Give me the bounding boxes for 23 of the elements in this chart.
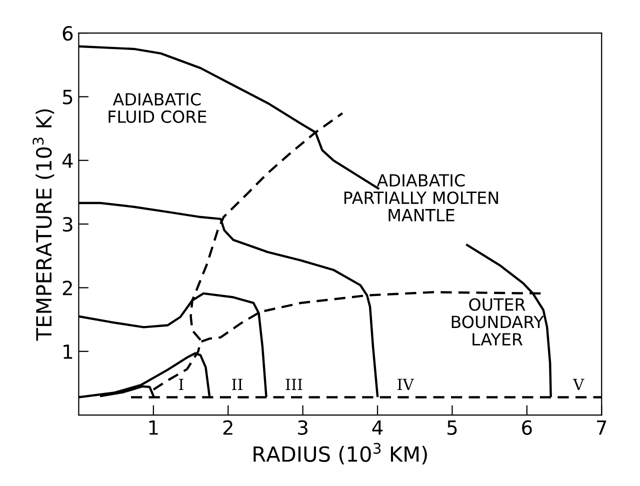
x-tick-label: 2 [223,420,232,435]
y-tick-label: 5 [62,90,72,104]
x-tick-label: 3 [298,420,308,435]
y-tick-label: 1 [64,344,72,359]
x-tick-label: 4 [372,420,383,435]
series-label: IV [398,378,414,390]
series-label: III [286,378,302,390]
y-tick-label: 4 [62,154,73,168]
annotation: ADIABATIC PARTIALLY MOLTEN MANTLE [344,174,498,222]
y-tick-label: 2 [62,280,72,296]
y-axis-title: TEMPERATURE (10$^{3}$ K) [32,109,54,341]
series-label: V [572,378,584,390]
x-tick-label: 1 [149,420,158,435]
annotation: ADIABATIC FLUID CORE [108,92,206,123]
annotation: OUTER BOUNDARY LAYER [452,298,544,346]
x-tick-label: 7 [597,420,606,435]
series-label: I [179,378,184,390]
series-label: II [232,378,242,390]
y-tick-label: 6 [62,26,73,41]
x-axis-title: RADIUS (10$^{3}$ KM) [254,442,427,464]
y-tick-label: 3 [62,217,72,232]
x-tick-label: 6 [522,420,532,435]
x-tick-label: 5 [448,420,457,435]
